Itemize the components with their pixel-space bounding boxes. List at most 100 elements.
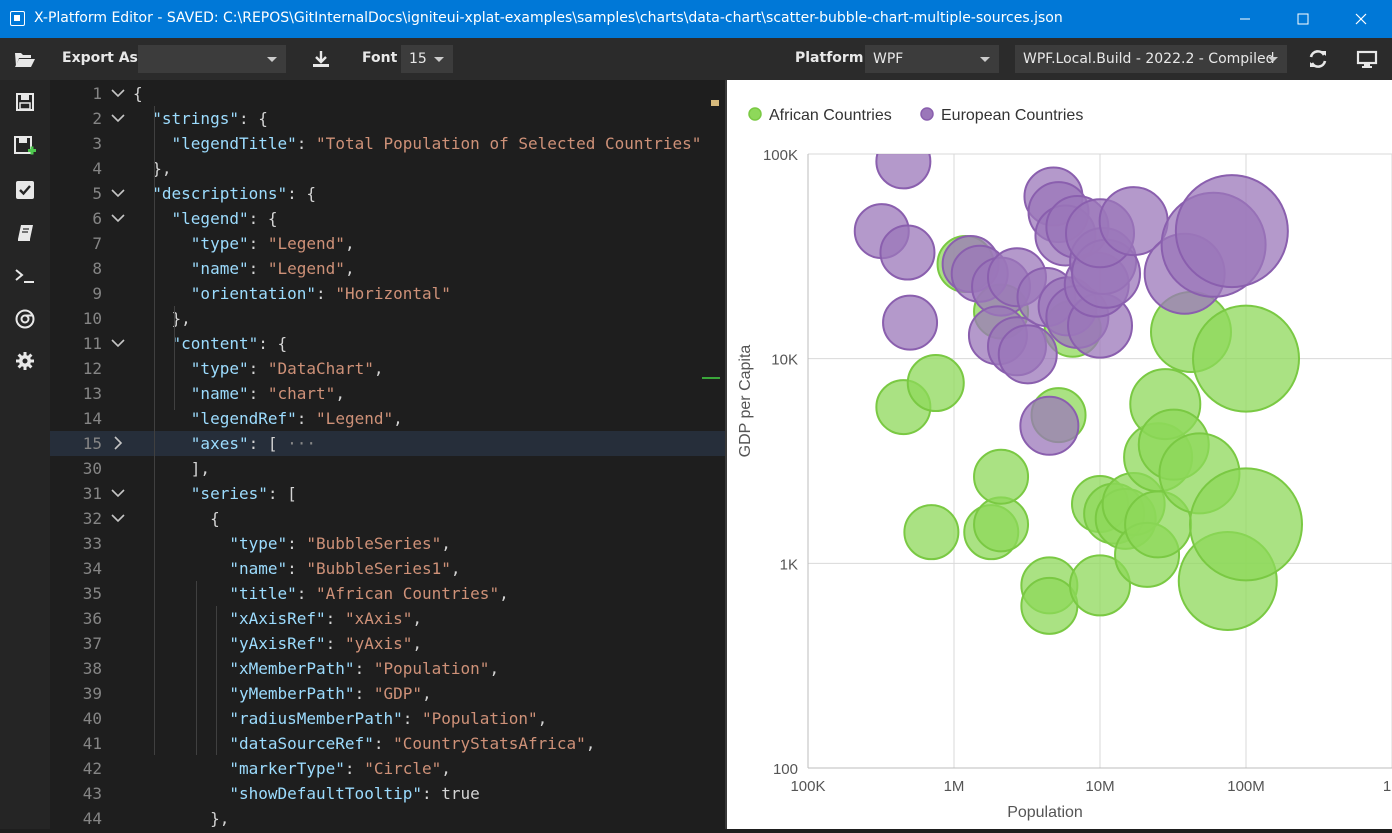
code-line[interactable]: 4 },: [50, 156, 725, 181]
y-tick-label: 1K: [780, 556, 798, 573]
code-line[interactable]: 40 "radiusMemberPath": "Population",: [50, 706, 725, 731]
refresh-button[interactable]: [1305, 47, 1331, 71]
line-number: 15: [82, 434, 102, 453]
fold-chevron-down-icon[interactable]: [110, 206, 126, 231]
sidebar-save-new-button[interactable]: [13, 135, 37, 159]
code-line[interactable]: 39 "yMemberPath": "GDP",: [50, 681, 725, 706]
code-editor[interactable]: 1{2 "strings": {3 "legendTitle": "Total …: [50, 80, 725, 829]
overview-ruler-marker: [702, 377, 720, 379]
code-line[interactable]: 3 "legendTitle": "Total Population of Se…: [50, 131, 725, 156]
code-line[interactable]: 38 "xMemberPath": "Population",: [50, 656, 725, 681]
sidebar-docs-button[interactable]: [13, 221, 37, 245]
code-line[interactable]: 15 "axes": [ ···: [50, 431, 725, 456]
platform-dropdown[interactable]: WPF: [865, 45, 999, 73]
sidebar-settings-button[interactable]: [13, 349, 37, 373]
african-country-bubble[interactable]: [1020, 576, 1079, 635]
european-country-bubble[interactable]: [997, 324, 1058, 385]
code-line[interactable]: 9 "orientation": "Horizontal": [50, 281, 725, 306]
african-country-bubble[interactable]: [903, 504, 960, 561]
code-line[interactable]: 30 ],: [50, 456, 725, 481]
fold-chevron-down-icon[interactable]: [110, 181, 126, 206]
code-line[interactable]: 31 "series": [: [50, 481, 725, 506]
line-number: 43: [82, 784, 102, 803]
sidebar-save-button[interactable]: [13, 90, 37, 114]
gear-icon: [16, 352, 34, 370]
line-number: 40: [82, 709, 102, 728]
african-country-bubble[interactable]: [1192, 304, 1300, 413]
line-number: 32: [82, 509, 102, 528]
code-line[interactable]: 41 "dataSourceRef": "CountryStatsAfrica"…: [50, 731, 725, 756]
refresh-icon: [1309, 50, 1327, 68]
export-as-dropdown[interactable]: [138, 45, 286, 73]
code-line[interactable]: 43 "showDefaultTooltip": true: [50, 781, 725, 806]
overview-ruler-marker: [711, 100, 719, 106]
african-country-bubble[interactable]: [973, 496, 1030, 553]
fold-chevron-right-icon[interactable]: [110, 431, 126, 456]
plot-area: [853, 134, 1303, 635]
code-line[interactable]: 10 },: [50, 306, 725, 331]
indent-guide: [174, 306, 175, 410]
code-line[interactable]: 8 "name": "Legend",: [50, 256, 725, 281]
african-country-bubble[interactable]: [1189, 467, 1303, 582]
code-line[interactable]: 1{: [50, 81, 725, 106]
african-country-bubble[interactable]: [1069, 554, 1131, 617]
code-line[interactable]: 2 "strings": {: [50, 106, 725, 131]
download-button[interactable]: [308, 47, 334, 71]
fold-chevron-down-icon[interactable]: [110, 81, 126, 106]
code-text: "descriptions": {: [152, 184, 317, 203]
font-size-dropdown[interactable]: 15: [401, 45, 453, 73]
code-text: "content": {: [171, 334, 288, 353]
sidebar-validate-button[interactable]: [13, 178, 37, 202]
code-line[interactable]: 5 "descriptions": {: [50, 181, 725, 206]
code-text: "type": "DataChart",: [190, 359, 384, 378]
code-line[interactable]: 44 },: [50, 806, 725, 829]
code-line[interactable]: 6 "legend": {: [50, 206, 725, 231]
sidebar-terminal-button[interactable]: [13, 264, 37, 288]
open-folder-button[interactable]: [12, 47, 38, 71]
fold-chevron-down-icon[interactable]: [110, 506, 126, 531]
fold-chevron-down-icon[interactable]: [110, 331, 126, 356]
app-icon: [10, 11, 25, 26]
font-size-value: 15: [409, 51, 427, 67]
line-number: 42: [82, 759, 102, 778]
code-line[interactable]: 13 "name": "chart",: [50, 381, 725, 406]
european-country-bubble[interactable]: [1174, 174, 1289, 289]
european-country-bubble[interactable]: [1019, 395, 1080, 456]
code-text: "xMemberPath": "Population",: [229, 659, 500, 678]
code-line[interactable]: 35 "title": "African Countries",: [50, 581, 725, 606]
african-country-bubble[interactable]: [906, 354, 965, 413]
code-line[interactable]: 42 "markerType": "Circle",: [50, 756, 725, 781]
close-button[interactable]: [1332, 0, 1390, 38]
display-button[interactable]: [1354, 47, 1380, 71]
maximize-button[interactable]: [1274, 0, 1332, 38]
code-line[interactable]: 36 "xAxisRef": "xAxis",: [50, 606, 725, 631]
open-folder-icon: [15, 53, 35, 67]
code-line[interactable]: 14 "legendRef": "Legend",: [50, 406, 725, 431]
code-line[interactable]: 11 "content": {: [50, 331, 725, 356]
code-text: "title": "African Countries",: [229, 584, 509, 603]
code-text: "dataSourceRef": "CountryStatsAfrica",: [229, 734, 596, 753]
european-country-bubble[interactable]: [879, 224, 936, 281]
x-tick-label: 1B: [1383, 778, 1392, 795]
code-line[interactable]: 33 "type": "BubbleSeries",: [50, 531, 725, 556]
african-country-bubble[interactable]: [973, 448, 1030, 505]
close-icon: [1355, 13, 1367, 25]
fold-chevron-down-icon[interactable]: [110, 106, 126, 131]
chart-panel: 100K 1M 10M 100M 1B 100 1K 10K 100K Population GDP…: [727, 80, 1392, 829]
minimize-button[interactable]: [1216, 0, 1274, 38]
code-line[interactable]: 37 "yAxisRef": "yAxis",: [50, 631, 725, 656]
line-number: 38: [82, 659, 102, 678]
european-country-bubble[interactable]: [882, 294, 939, 351]
line-number: 39: [82, 684, 102, 703]
x-tick-label: 1M: [944, 778, 965, 795]
fold-chevron-down-icon[interactable]: [110, 481, 126, 506]
code-line[interactable]: 34 "name": "BubbleSeries1",: [50, 556, 725, 581]
sidebar-browser-button[interactable]: [13, 307, 37, 331]
european-country-bubble[interactable]: [875, 134, 932, 190]
panel-splitter[interactable]: [725, 80, 727, 829]
code-line[interactable]: 12 "type": "DataChart",: [50, 356, 725, 381]
code-line[interactable]: 7 "type": "Legend",: [50, 231, 725, 256]
line-number: 44: [82, 809, 102, 828]
build-dropdown[interactable]: WPF.Local.Build - 2022.2 - Compiled: [1015, 45, 1287, 73]
code-line[interactable]: 32 {: [50, 506, 725, 531]
